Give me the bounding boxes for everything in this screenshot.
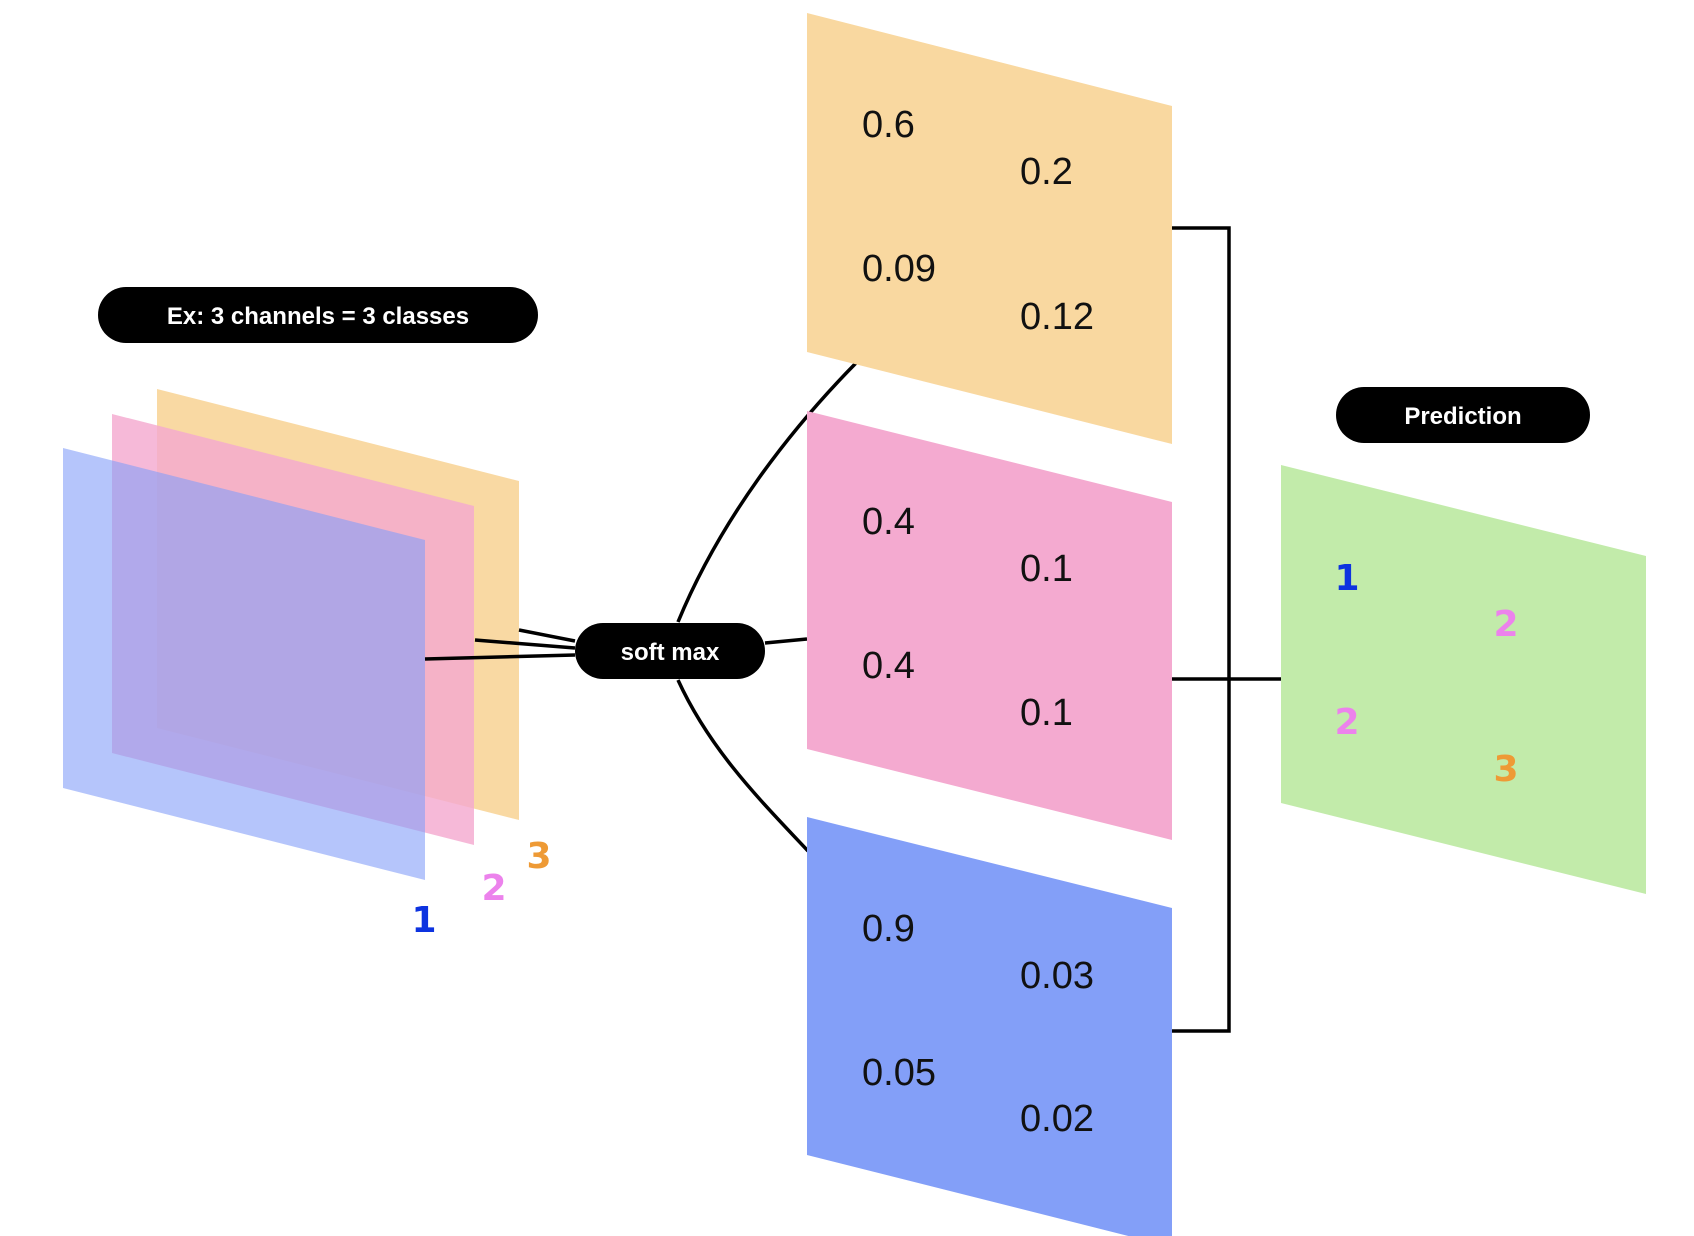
probability-map-orange: 0.6 0.2 0.09 0.12 <box>807 13 1172 444</box>
probability-map-pink: 0.4 0.1 0.4 0.1 <box>807 411 1172 840</box>
prediction-class: 1 <box>1334 558 1359 599</box>
probability-map-orange-plane <box>807 13 1172 444</box>
softmax-pill: soft max <box>575 623 765 679</box>
prob-value: 0.02 <box>1020 1098 1094 1140</box>
channels-label-pill: Ex: 3 channels = 3 classes <box>98 287 538 343</box>
probability-map-pink-plane <box>807 411 1172 840</box>
argmax-bracket <box>1172 226 1281 1033</box>
channel-label-1: 1 <box>411 900 436 941</box>
prob-value: 0.4 <box>862 645 915 687</box>
channel-label-3: 3 <box>526 836 551 877</box>
probability-map-blue: 0.9 0.03 0.05 0.02 <box>807 817 1172 1236</box>
prob-value: 0.2 <box>1020 151 1073 193</box>
channel-1-plane <box>63 448 425 880</box>
prediction-pill: Prediction <box>1336 387 1590 443</box>
softmax-connectors <box>676 361 858 853</box>
prediction-class: 3 <box>1493 749 1518 790</box>
prediction-label-text: Prediction <box>1404 403 1521 430</box>
input-channel-stack: 1 2 3 <box>63 389 552 941</box>
prob-value: 0.12 <box>1020 296 1094 338</box>
prob-value: 0.1 <box>1020 548 1073 590</box>
prediction-map: 1 2 2 3 <box>1281 465 1646 894</box>
input-connectors <box>424 628 576 661</box>
prob-value: 0.09 <box>862 248 936 290</box>
probability-map-blue-plane <box>807 817 1172 1236</box>
prediction-class: 2 <box>1493 604 1518 645</box>
prediction-map-plane <box>1281 465 1646 894</box>
softmax-label-text: soft max <box>621 639 720 666</box>
prob-value: 0.05 <box>862 1052 936 1094</box>
prob-value: 0.03 <box>1020 955 1094 997</box>
prob-value: 0.9 <box>862 908 915 950</box>
channels-label-text: Ex: 3 channels = 3 classes <box>167 303 469 330</box>
prob-value: 0.1 <box>1020 692 1073 734</box>
channel-label-2: 2 <box>481 868 506 909</box>
prob-value: 0.4 <box>862 501 915 543</box>
prediction-class: 2 <box>1334 702 1359 743</box>
prob-value: 0.6 <box>862 104 915 146</box>
